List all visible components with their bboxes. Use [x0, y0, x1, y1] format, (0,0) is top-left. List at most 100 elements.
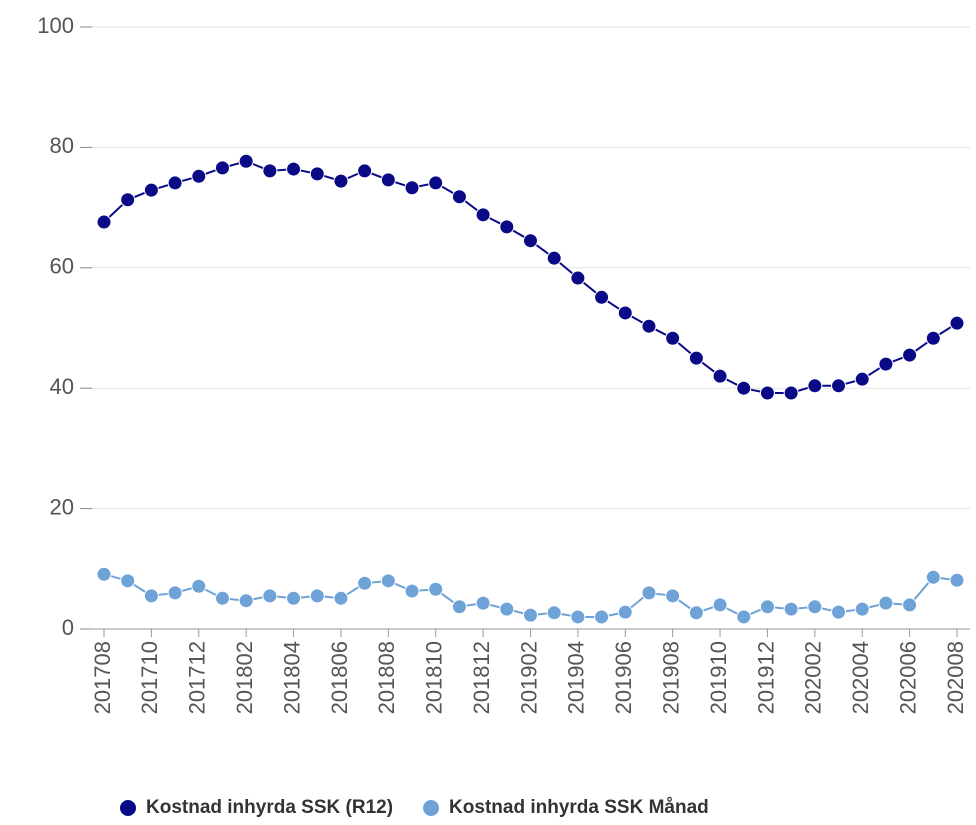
data-point: [262, 163, 278, 179]
data-point: [309, 166, 325, 182]
data-point: [523, 607, 538, 623]
data-point: [854, 371, 870, 387]
x-tick-label: 202004: [848, 641, 873, 714]
data-point: [475, 207, 491, 223]
data-point: [617, 305, 633, 321]
data-point: [665, 330, 681, 346]
data-point: [570, 609, 586, 625]
x-tick-label: 201908: [658, 641, 683, 714]
data-point: [357, 575, 373, 591]
data-point: [878, 595, 894, 611]
data-point: [902, 597, 918, 613]
y-tick-label: 0: [62, 615, 74, 640]
x-tick-label: 201912: [753, 641, 778, 714]
data-point: [380, 172, 396, 188]
data-point: [191, 168, 207, 184]
data-point: [143, 588, 159, 604]
data-point: [214, 590, 230, 606]
data-point: [214, 160, 230, 176]
data-point: [404, 583, 420, 599]
data-point: [309, 588, 325, 604]
data-point: [688, 350, 704, 366]
data-point: [807, 378, 823, 394]
data-point: [451, 189, 467, 205]
x-tick-label: 202006: [895, 641, 920, 714]
legend-marker: [120, 800, 136, 816]
x-tick-label: 201902: [516, 641, 541, 714]
data-point: [831, 378, 847, 394]
data-point: [925, 569, 941, 585]
x-tick-label: 201806: [327, 641, 352, 714]
data-point: [380, 573, 396, 589]
y-tick-label: 80: [50, 133, 74, 158]
data-point: [357, 163, 373, 179]
data-point: [167, 585, 183, 601]
data-point: [878, 356, 894, 372]
y-tick-label: 60: [50, 254, 74, 279]
data-point: [546, 605, 562, 621]
data-point: [546, 250, 562, 266]
data-point: [404, 180, 420, 196]
data-point: [143, 182, 159, 198]
data-point: [238, 153, 254, 169]
data-point: [167, 175, 183, 191]
data-point: [475, 595, 491, 611]
x-tick-label: 201808: [374, 641, 399, 714]
data-point: [831, 604, 847, 620]
data-point: [120, 192, 136, 208]
data-point: [949, 315, 965, 331]
data-point: [428, 581, 444, 597]
data-point: [594, 289, 610, 305]
data-point: [665, 588, 681, 604]
data-point: [736, 380, 752, 396]
data-point: [925, 330, 941, 346]
data-point: [499, 219, 515, 235]
x-tick-label: 201910: [706, 641, 731, 714]
data-point: [333, 590, 349, 606]
x-tick-label: 201710: [137, 641, 162, 714]
data-point: [712, 597, 728, 613]
x-tick-label: 201708: [90, 641, 115, 714]
data-point: [712, 368, 728, 384]
data-point: [120, 573, 136, 589]
data-point: [286, 161, 302, 177]
data-point: [688, 605, 704, 621]
x-tick-label: 201810: [422, 641, 447, 714]
data-point: [570, 270, 586, 286]
x-tick-label: 201904: [564, 641, 589, 714]
data-point: [523, 233, 538, 249]
data-point: [949, 572, 965, 588]
data-point: [96, 214, 112, 230]
data-point: [286, 590, 302, 606]
y-tick-label: 20: [50, 494, 74, 519]
data-point: [499, 601, 515, 617]
x-tick-label: 201712: [185, 641, 210, 714]
x-tick-label: 202008: [943, 641, 968, 714]
data-point: [641, 318, 657, 334]
x-tick-label: 201906: [611, 641, 636, 714]
data-point: [617, 604, 633, 620]
x-tick-label: 201812: [469, 641, 494, 714]
data-point: [783, 601, 799, 617]
data-point: [783, 385, 799, 401]
data-point: [736, 609, 752, 625]
x-tick-label: 202002: [801, 641, 826, 714]
data-point: [902, 347, 918, 363]
data-point: [759, 385, 775, 401]
data-point: [262, 588, 278, 604]
data-point: [451, 599, 467, 615]
x-tick-label: 201804: [279, 641, 304, 714]
data-point: [96, 566, 112, 582]
x-tick-label: 201802: [232, 641, 257, 714]
legend-marker: [423, 800, 440, 816]
data-point: [759, 599, 775, 615]
data-point: [594, 609, 610, 625]
y-tick-label: 100: [37, 13, 74, 38]
data-point: [807, 599, 823, 615]
data-point: [333, 173, 349, 189]
series-line: [103, 160, 958, 395]
data-point: [238, 593, 254, 609]
data-point: [428, 175, 444, 191]
data-point: [641, 585, 657, 601]
